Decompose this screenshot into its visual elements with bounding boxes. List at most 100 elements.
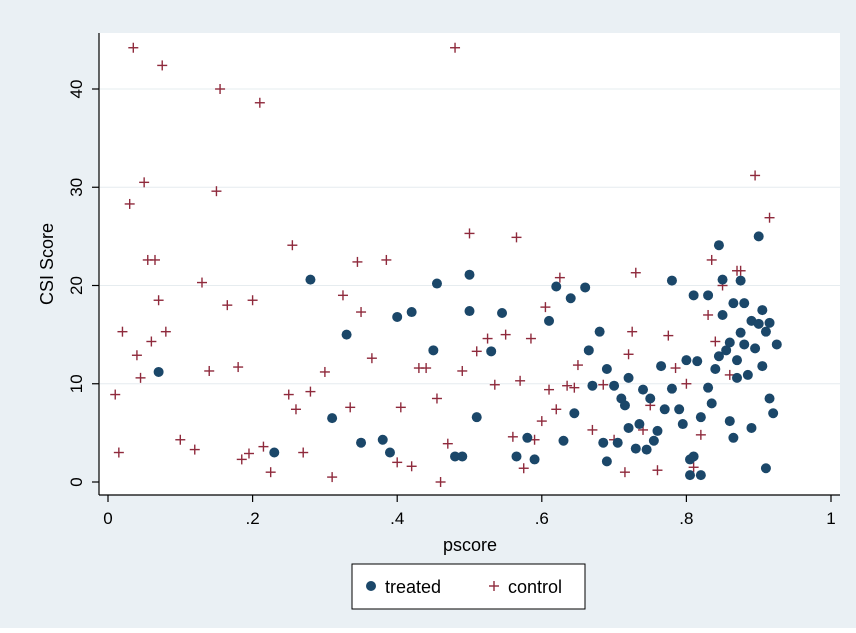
treated-point — [753, 231, 764, 242]
treated-point — [753, 318, 764, 329]
x-axis-label: pscore — [443, 535, 497, 555]
legend-treated-label: treated — [385, 577, 441, 597]
treated-point — [587, 380, 598, 391]
treated-point — [656, 361, 667, 372]
control-point — [551, 404, 562, 415]
treated-point — [721, 345, 732, 356]
treated-point — [630, 443, 641, 454]
x-tick-label: 1 — [826, 509, 835, 528]
control-point — [258, 441, 269, 452]
treated-point — [529, 454, 540, 465]
treated-point — [612, 437, 623, 448]
control-point — [345, 402, 356, 413]
control-point — [598, 379, 609, 390]
treated-point — [583, 345, 594, 356]
x-tick-label: .4 — [390, 509, 404, 528]
control-point — [298, 447, 309, 458]
control-point — [113, 447, 124, 458]
control-point — [540, 302, 551, 313]
treated-point — [760, 463, 771, 474]
control-point — [489, 379, 500, 390]
control-point — [283, 389, 294, 400]
treated-point — [153, 366, 164, 377]
treated-point — [764, 317, 775, 328]
control-point — [356, 307, 367, 318]
treated-point — [764, 393, 775, 404]
treated-point — [735, 327, 746, 338]
y-tick-label: 30 — [67, 178, 86, 197]
treated-point — [735, 275, 746, 286]
control-point — [663, 330, 674, 341]
control-point — [128, 42, 139, 53]
treated-point — [695, 412, 706, 423]
treated-point — [768, 408, 779, 419]
control-point — [435, 477, 446, 487]
plot-area — [99, 33, 840, 495]
control-point — [464, 228, 475, 239]
treated-point — [601, 456, 612, 467]
control-point — [196, 277, 207, 288]
treated-point — [464, 269, 475, 280]
control-point — [457, 365, 468, 376]
control-point — [146, 336, 157, 347]
treated-point — [732, 372, 743, 383]
treated-point — [609, 380, 620, 391]
treated-point — [674, 404, 685, 415]
y-axis-ticks: 0 10 20 30 40 — [67, 80, 99, 487]
y-axis-label: CSI Score — [37, 223, 57, 305]
control-point — [515, 375, 526, 386]
control-point — [305, 386, 316, 397]
treated-point — [703, 382, 714, 393]
treated-point — [638, 384, 649, 395]
control-point — [139, 177, 150, 188]
treated-point — [688, 290, 699, 301]
treated-point — [695, 470, 706, 481]
control-point — [764, 212, 775, 223]
treated-point — [356, 437, 367, 448]
x-tick-label: .6 — [535, 509, 549, 528]
treated-point — [717, 309, 728, 320]
control-point — [536, 416, 547, 427]
control-point — [175, 434, 186, 445]
control-point — [153, 295, 164, 306]
treated-point — [739, 339, 750, 350]
treated-point — [732, 355, 743, 366]
control-point — [243, 448, 254, 459]
control-point — [695, 429, 706, 440]
treated-point — [406, 307, 417, 318]
control-point — [482, 333, 493, 344]
control-point — [627, 326, 638, 337]
treated-point — [580, 282, 591, 293]
control-point — [327, 472, 338, 483]
treated-point — [327, 413, 338, 424]
control-point — [471, 346, 482, 357]
control-point — [652, 465, 663, 476]
legend-control-label: control — [508, 577, 562, 597]
treated-point — [742, 369, 753, 380]
control-point — [587, 424, 598, 435]
control-point — [149, 254, 160, 265]
treated-point — [659, 404, 670, 415]
treated-point — [760, 326, 771, 337]
control-point — [544, 384, 555, 395]
control-point — [421, 363, 432, 374]
treated-point — [305, 274, 316, 285]
treated-point — [457, 451, 468, 462]
treated-point — [497, 308, 508, 319]
control-point — [215, 84, 226, 94]
control-point — [750, 170, 761, 181]
treated-point — [623, 422, 634, 433]
control-point — [619, 467, 630, 478]
treated-point — [728, 298, 739, 309]
treated-point — [710, 364, 721, 375]
treated-point — [757, 361, 768, 372]
control-point — [157, 60, 168, 71]
treated-point — [464, 306, 475, 317]
x-tick-label: 0 — [103, 509, 112, 528]
treated-point — [688, 451, 699, 462]
treated-point — [641, 444, 652, 455]
control-point — [450, 42, 461, 53]
control-point — [222, 300, 233, 311]
